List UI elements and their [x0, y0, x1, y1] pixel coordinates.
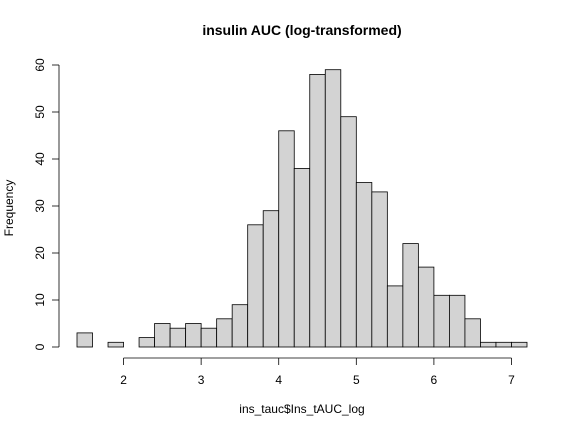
- y-tick-label: 0: [33, 343, 47, 350]
- histogram-bar: [293, 167, 311, 348]
- histogram-bar: [417, 266, 435, 348]
- histogram-bar: [169, 327, 187, 348]
- x-tick-label: 6: [431, 373, 438, 387]
- histogram-bar: [340, 116, 357, 348]
- histogram-bar: [309, 74, 326, 348]
- histogram-bar: [495, 341, 512, 348]
- x-tick-label: 3: [198, 373, 205, 387]
- histogram-bar: [247, 224, 264, 348]
- y-tick-label: 20: [33, 246, 47, 260]
- histogram-bar: [138, 337, 155, 348]
- x-tick-label: 7: [508, 373, 515, 387]
- histogram-bar: [511, 341, 528, 348]
- y-tick-label: 60: [33, 58, 47, 72]
- x-tick-label: 5: [353, 373, 360, 387]
- histogram-bar: [76, 332, 93, 348]
- histogram-bar: [200, 327, 218, 348]
- histogram-bar: [371, 191, 388, 348]
- y-axis-label: Frequency: [2, 180, 16, 237]
- histogram-bars: [76, 69, 528, 348]
- histogram-bar: [402, 243, 419, 348]
- histogram-bar: [185, 323, 202, 348]
- histogram-bar: [278, 130, 295, 348]
- histogram-bar: [433, 294, 450, 348]
- histogram-bar: [216, 318, 233, 348]
- histogram-bar: [154, 323, 171, 348]
- histogram-bar: [324, 69, 342, 348]
- histogram-bar: [464, 318, 481, 348]
- histogram-bar: [480, 341, 497, 348]
- histogram-bar: [231, 304, 249, 348]
- y-tick-label: 50: [33, 105, 47, 119]
- y-tick-label: 40: [33, 152, 47, 166]
- y-tick-label: 30: [33, 199, 47, 213]
- histogram-bar: [449, 294, 466, 348]
- x-axis: 2 3 4 5 6 7: [120, 357, 515, 387]
- x-tick-label: 2: [120, 373, 127, 387]
- x-axis-label: ins_tauc$Ins_tAUC_log: [239, 402, 364, 416]
- x-tick-label: 4: [275, 373, 282, 387]
- y-axis: 0 10 20 30 40 50 60: [33, 58, 60, 350]
- histogram-bar: [386, 285, 404, 348]
- histogram-bar: [355, 182, 373, 348]
- histogram-bar: [107, 341, 124, 348]
- y-tick-label: 10: [33, 293, 47, 307]
- chart-title: insulin AUC (log-transformed): [202, 22, 401, 38]
- histogram-bar: [262, 210, 280, 348]
